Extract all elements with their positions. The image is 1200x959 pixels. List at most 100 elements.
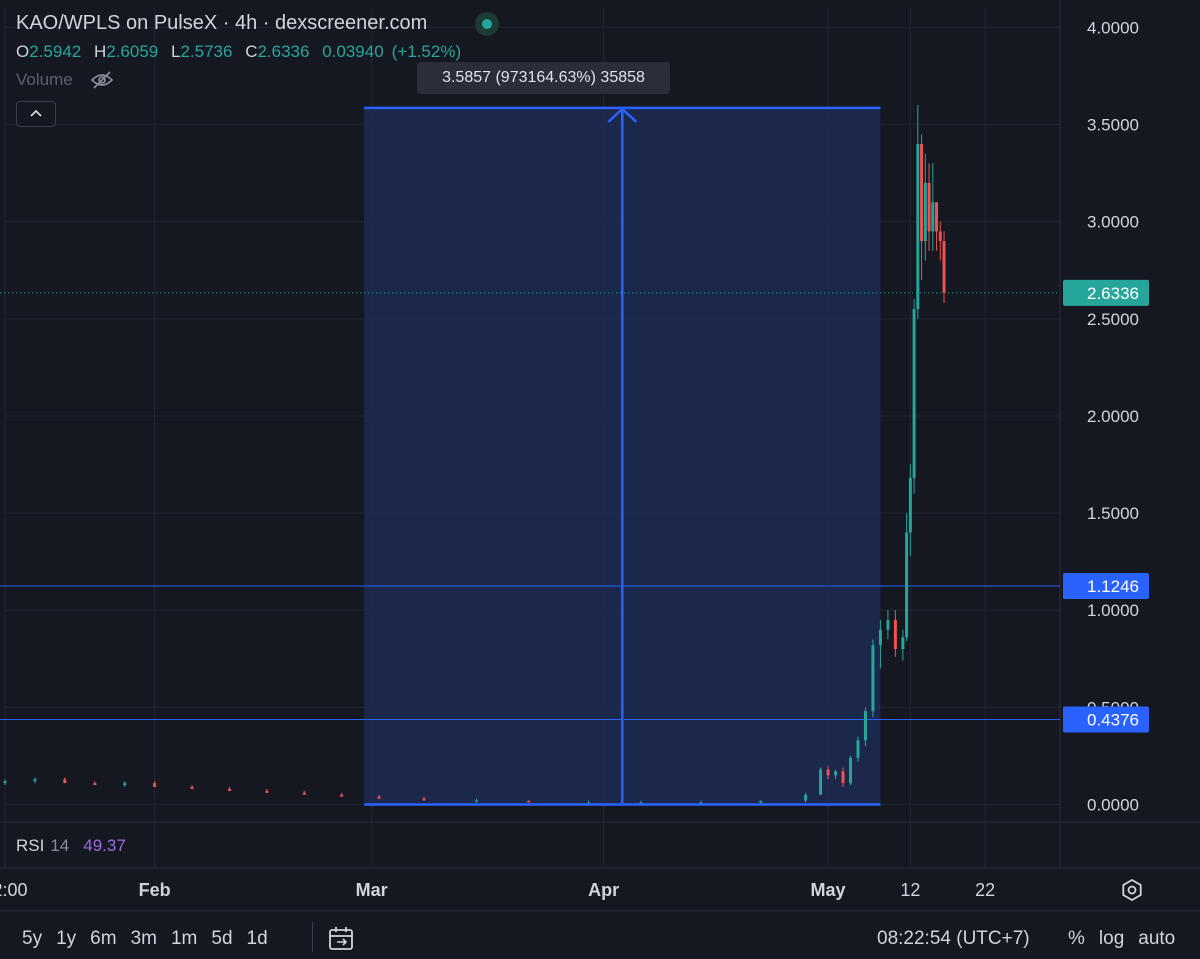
- price-badge-label: 2.6336: [1087, 284, 1139, 303]
- candle-body: [908, 478, 912, 533]
- candle-body: [3, 781, 7, 784]
- candle-body: [863, 711, 867, 741]
- time-tick-label: Apr: [588, 880, 619, 900]
- candle-body: [63, 779, 67, 784]
- ohlc-legend: O2.5942 H2.6059 L2.5736 C2.6336 0.03940 (…: [16, 42, 469, 62]
- time-tick-label: May: [811, 880, 846, 900]
- time-tick-label: Feb: [139, 880, 171, 900]
- candle-body: [886, 619, 890, 630]
- live-status-icon: [475, 12, 499, 36]
- measure-tool-lines[interactable]: [364, 106, 881, 806]
- candle-body: [938, 231, 942, 242]
- open-value: 2.5942: [29, 42, 82, 61]
- timeframe-3m[interactable]: 3m: [130, 928, 157, 949]
- candle-body: [474, 800, 478, 802]
- candle-body: [587, 802, 591, 804]
- candle-body: [93, 783, 97, 786]
- candle-body: [878, 629, 882, 646]
- gear-icon[interactable]: [1121, 879, 1143, 901]
- timeframe-1y[interactable]: 1y: [56, 928, 77, 949]
- price-axis-labels: 2.6336 1.1246 0.4376: [1063, 279, 1149, 733]
- calendar-goto-icon[interactable]: [328, 926, 356, 952]
- price-badge-label: 0.4376: [1087, 710, 1139, 729]
- collapse-legend-button[interactable]: [16, 101, 56, 127]
- candle-body: [422, 798, 426, 801]
- measure-tooltip: 3.5857 (973164.63%) 35858: [417, 62, 670, 94]
- rsi-value: 49.37: [83, 836, 126, 855]
- time-tick-label: 12:00: [0, 880, 28, 900]
- timeframe-1m[interactable]: 1m: [170, 928, 198, 949]
- chevron-up-icon: [30, 109, 42, 117]
- candle-body: [527, 800, 531, 803]
- candle-body: [759, 800, 763, 803]
- candle-body: [834, 771, 838, 776]
- candle-body: [931, 202, 935, 232]
- candle-body: [935, 202, 939, 232]
- candle-body: [942, 241, 946, 293]
- high-label: H: [93, 42, 107, 61]
- horizontal-price-lines[interactable]: [0, 585, 1060, 720]
- price-badge-label: 1.1246: [1087, 577, 1139, 596]
- time-tick-label: 12: [900, 880, 920, 900]
- price-tick-label: 3.5000: [1087, 116, 1139, 135]
- candle-body: [302, 792, 306, 795]
- measure-arrow-head: [607, 107, 638, 123]
- price-tick-label: 1.0000: [1087, 601, 1139, 620]
- price-badge: [1063, 279, 1149, 306]
- change-value: 0.03940: [322, 42, 384, 61]
- candle-body: [826, 769, 830, 776]
- eye-hidden-icon[interactable]: [90, 70, 114, 90]
- candle-body: [377, 796, 381, 799]
- candle-body: [123, 783, 127, 786]
- close-value: 2.6336: [257, 42, 310, 61]
- candle-body: [920, 143, 924, 242]
- volume-label[interactable]: Volume: [16, 70, 73, 89]
- rsi-label: RSI: [16, 836, 45, 855]
- high-value: 2.6059: [106, 42, 159, 61]
- timezone-clock[interactable]: 08:22:54 (UTC+7): [877, 928, 1030, 949]
- candle-body: [923, 182, 927, 242]
- log-scale-toggle[interactable]: log: [1098, 928, 1125, 949]
- low-label: L: [170, 42, 181, 61]
- candle-body: [33, 779, 37, 782]
- candle-body: [639, 802, 643, 804]
- candle-body: [265, 790, 269, 793]
- open-label: O: [16, 42, 30, 61]
- close-label: C: [245, 42, 258, 61]
- time-tick-label: 22: [975, 880, 995, 900]
- time-axis[interactable]: 12:00 Feb Mar Apr May 12 22: [0, 880, 995, 900]
- price-axis[interactable]: 0.00000.50001.00001.50002.00002.50003.00…: [1087, 18, 1139, 814]
- candle-body: [819, 769, 823, 795]
- timeframe-1d[interactable]: 1d: [246, 928, 268, 949]
- candle-body: [699, 802, 703, 804]
- candle-body: [912, 309, 916, 479]
- timeframe-selector: 5y 1y 6m 3m 1m 5d 1d: [22, 928, 282, 950]
- candle-body: [340, 794, 344, 797]
- auto-scale-toggle[interactable]: auto: [1138, 928, 1176, 949]
- price-badge: [1063, 572, 1149, 599]
- candle-body: [901, 637, 905, 650]
- candle-body: [153, 783, 157, 787]
- toolbar-divider: [312, 922, 313, 952]
- scale-options: % log auto: [1068, 928, 1189, 950]
- percent-scale-toggle[interactable]: %: [1068, 928, 1085, 949]
- price-tick-label: 4.0000: [1087, 18, 1139, 37]
- candle-body: [905, 532, 909, 638]
- low-value: 2.5736: [180, 42, 233, 61]
- candle-body: [927, 182, 931, 232]
- time-tick-label: Mar: [356, 880, 388, 900]
- candle-body: [848, 757, 852, 784]
- change-percent: (+1.52%): [391, 42, 462, 61]
- price-tick-label: 2.5000: [1087, 310, 1139, 329]
- timeframe-6m[interactable]: 6m: [90, 928, 117, 949]
- rsi-length: 14: [50, 836, 70, 855]
- candle-body: [227, 788, 231, 791]
- chart-title: KAO/WPLS on PulseX · 4h · dexscreener.co…: [16, 12, 428, 34]
- candle-body: [856, 740, 860, 758]
- timeframe-5y[interactable]: 5y: [22, 928, 43, 949]
- candle-body: [916, 143, 920, 310]
- candle-body: [841, 771, 845, 784]
- rsi-legend: RSI 14 49.37: [16, 836, 126, 856]
- timeframe-5d[interactable]: 5d: [211, 928, 233, 949]
